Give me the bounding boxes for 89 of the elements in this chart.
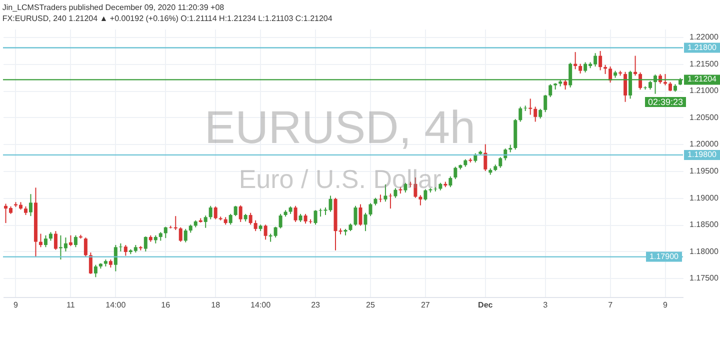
candlestick	[314, 210, 318, 226]
candlestick	[638, 72, 642, 90]
candlestick	[378, 194, 382, 203]
x-tick-label: 16	[161, 300, 171, 310]
x-tick-label: 14:00	[106, 300, 126, 310]
candlestick	[208, 205, 212, 220]
x-tick-label: 25	[366, 300, 376, 310]
candlestick	[28, 194, 32, 217]
candlestick	[548, 84, 552, 98]
x-tick-label: 23	[311, 300, 321, 310]
y-tick-label: 1.17500	[690, 274, 719, 283]
candlestick	[424, 188, 428, 202]
candlestick	[238, 204, 242, 222]
ref-line-label: 1.17900	[650, 252, 680, 261]
candlestick	[394, 188, 398, 198]
candlestick	[184, 228, 188, 243]
candlestick	[454, 166, 458, 180]
candlestick	[498, 156, 502, 168]
candlestick	[214, 206, 218, 220]
candlestick	[634, 55, 638, 76]
candlestick	[484, 144, 488, 172]
candlestick	[564, 79, 568, 90]
candlestick	[624, 71, 628, 102]
chart-title: Jin_LCMSTraders published December 09, 2020 11:20:39 +08	[2, 3, 225, 12]
candlestick	[84, 237, 88, 258]
candlestick	[38, 233, 42, 248]
y-tick-label: 1.20000	[690, 140, 719, 149]
candlestick	[264, 224, 268, 240]
candlestick	[164, 226, 168, 239]
x-tick-label: Dec	[478, 300, 494, 310]
y-tick-label: 1.18000	[690, 246, 719, 256]
candlestick	[54, 230, 58, 250]
candlestick	[44, 234, 48, 248]
y-tick-label: 1.22000	[690, 32, 719, 42]
candlestick	[578, 63, 582, 74]
y-tick-label: 1.21500	[690, 59, 719, 68]
candlestick	[178, 226, 182, 242]
candlestick	[248, 212, 252, 226]
x-tick-label: 14:00	[250, 300, 272, 310]
candlestick	[278, 213, 282, 229]
candlestick	[668, 82, 672, 92]
candlestick	[294, 205, 298, 222]
candlestick	[114, 244, 118, 272]
x-tick-label: 11	[66, 300, 76, 310]
candlestick	[68, 234, 72, 247]
candlestick	[534, 106, 538, 122]
ref-line-label: 1.19800	[688, 150, 718, 159]
candlestick	[448, 176, 452, 188]
candlestick	[88, 252, 92, 274]
x-tick-label: 7	[608, 300, 614, 310]
y-tick-label: 1.18500	[690, 220, 719, 230]
y-tick-label: 1.19500	[690, 166, 719, 176]
candlestick	[368, 202, 372, 217]
candlestick	[234, 205, 238, 217]
chart-subtitle: FX:EURUSD, 240 1.21204 ▲ +0.00192 (+0.16%) O:1.21114 H:1.21234 L:1.21103 C:1.21204	[2, 14, 333, 23]
candlestick	[664, 74, 668, 86]
x-tick-label: 9	[663, 300, 668, 310]
candlestick	[74, 234, 78, 248]
x-tick-label: 3	[543, 300, 548, 310]
annotation: 02:39:23	[645, 97, 686, 107]
x-tick-label: 18	[211, 300, 221, 310]
y-tick-label: 1.21000	[690, 86, 719, 96]
candlestick	[538, 108, 542, 120]
candlestick	[358, 204, 362, 226]
candlestick	[364, 212, 368, 232]
candlestick	[524, 105, 528, 112]
ref-line-label: 1.21800	[688, 42, 718, 52]
candlestick	[544, 94, 548, 113]
x-tick-label: 27	[420, 300, 430, 310]
candlestick	[598, 50, 602, 71]
candlestick	[124, 244, 128, 256]
candlestick	[574, 52, 578, 70]
candlestick	[418, 194, 422, 206]
candlestick	[604, 64, 608, 75]
candlestick	[388, 193, 392, 210]
candlestick	[254, 220, 258, 232]
candlestick	[228, 213, 232, 226]
candlestick	[118, 242, 122, 252]
y-tick-label: 1.19000	[690, 193, 719, 202]
candlestick	[518, 106, 522, 122]
candlestick	[528, 98, 532, 116]
candlestick	[94, 264, 98, 278]
y-tick-label: 1.20500	[690, 112, 719, 122]
ref-line-label: 1.21204	[688, 74, 718, 84]
candlestick	[304, 213, 308, 224]
candlestick	[204, 215, 208, 228]
x-tick-label: 9	[14, 300, 19, 310]
candlestick	[144, 236, 148, 252]
candlestick	[354, 205, 358, 226]
